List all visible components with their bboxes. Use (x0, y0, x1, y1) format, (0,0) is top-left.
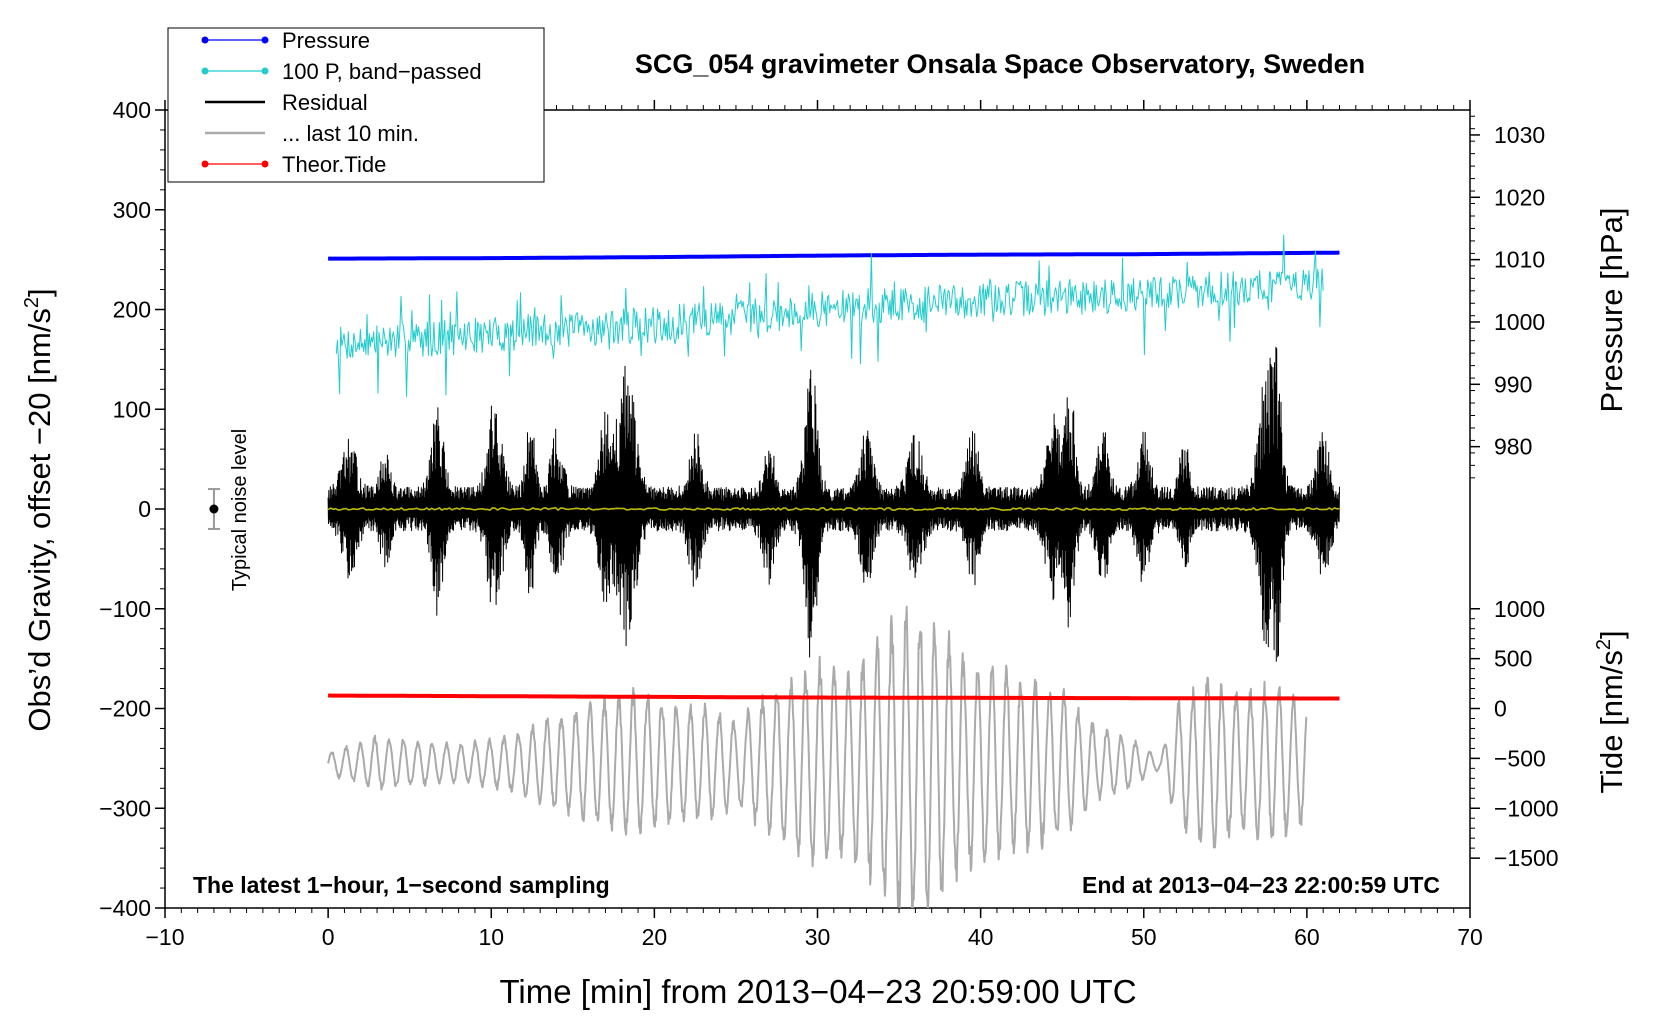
y-tick-label: −400 (99, 895, 151, 921)
legend-marker (261, 36, 269, 44)
tide-tick-label: −1500 (1494, 845, 1559, 871)
y-tick-label: −100 (99, 596, 151, 622)
y-axis-tide: 1000 500 0 −500 −1000 −1500 (1470, 596, 1559, 871)
y-axis-tide-label-main: Tide [nm/s (1594, 650, 1629, 794)
y-axis-left: 400 300 200 100 0 −100 −200 −300 −400 (99, 97, 165, 921)
legend-label: Residual (282, 90, 368, 115)
y-axis-left-label-sup: 2 (21, 297, 43, 308)
legend-label: Theor.Tide (282, 152, 386, 177)
x-axis: −10 0 10 20 30 40 50 60 70 (145, 100, 1483, 950)
series-last-10-min (327, 605, 1308, 908)
x-tick-label: 10 (478, 924, 504, 950)
legend-label: ... last 10 min. (282, 121, 419, 146)
y-axis-tide-label-close: ] (1594, 630, 1629, 639)
x-tick-label: 40 (968, 924, 994, 950)
y-axis-left-label-main: Obs’d Gravity, offset −20 [nm/s (22, 308, 57, 732)
pressure-tick-label: 1030 (1494, 122, 1545, 148)
series-pressure (328, 250, 1340, 261)
y-tick-label: 100 (113, 396, 151, 422)
legend-label: Pressure (282, 28, 370, 53)
x-tick-label: 70 (1457, 924, 1483, 950)
series-layer (327, 234, 1340, 908)
series-mean (327, 507, 1340, 511)
legend-marker (201, 36, 209, 44)
y-axis-tide-label-sup: 2 (1593, 639, 1615, 650)
tide-tick-label: −1000 (1494, 795, 1559, 821)
y-axis-left-label: Obs’d Gravity, offset −20 [nm/s2] (21, 288, 57, 731)
legend-box (167, 27, 545, 183)
x-tick-label: 20 (642, 924, 668, 950)
legend-marker (201, 160, 209, 168)
series-100-p-band-passed (335, 234, 1324, 397)
x-tick-label: 50 (1131, 924, 1157, 950)
x-tick-label: 30 (805, 924, 831, 950)
pressure-tick-label: 980 (1494, 434, 1532, 460)
y-axis-tide-label: Tide [nm/s2] (1593, 630, 1629, 793)
x-axis-label: Time [min] from 2013−04−23 20:59:00 UTC (499, 973, 1136, 1010)
y-axis-pressure-label: Pressure [hPa] (1594, 207, 1629, 412)
y-tick-label: −300 (99, 795, 151, 821)
x-tick-label: 60 (1294, 924, 1320, 950)
legend: Pressure 100 P, band−passed Residual ... la… (167, 27, 545, 183)
y-tick-label: 0 (138, 496, 151, 522)
pressure-tick-label: 1020 (1494, 184, 1545, 210)
noise-level-indicator (207, 488, 220, 530)
noise-level-label: Typical noise level (229, 429, 251, 591)
series-residual (327, 346, 1340, 662)
tide-tick-label: −500 (1494, 745, 1546, 771)
tide-tick-label: 500 (1494, 646, 1532, 672)
tide-tick-label: 1000 (1494, 596, 1545, 622)
pressure-tick-label: 1010 (1494, 247, 1545, 273)
pressure-tick-label: 990 (1494, 371, 1532, 397)
x-tick-label: 0 (322, 924, 335, 950)
y-tick-label: 300 (113, 197, 151, 223)
noise-bar-dot (209, 504, 219, 514)
y-tick-label: 200 (113, 297, 151, 323)
y-tick-label: −200 (99, 696, 151, 722)
sampling-annotation: The latest 1−hour, 1−second sampling (193, 872, 610, 898)
tide-tick-label: 0 (1494, 696, 1507, 722)
legend-marker (261, 160, 269, 168)
legend-marker (201, 67, 209, 75)
y-axis-left-label-close: ] (22, 288, 57, 297)
legend-marker (261, 67, 269, 75)
y-tick-label: 400 (113, 97, 151, 123)
y-axis-pressure: 1030 1020 1010 1000 990 980 (1470, 115, 1545, 479)
chart-title: SCG_054 gravimeter Onsala Space Observat… (635, 49, 1365, 79)
legend-label: 100 P, band−passed (282, 59, 482, 84)
series-theor-tide (328, 693, 1340, 701)
pressure-tick-label: 1000 (1494, 309, 1545, 335)
x-tick-label: −10 (145, 924, 184, 950)
end-time-annotation: End at 2013−04−23 22:00:59 UTC (1082, 872, 1440, 898)
